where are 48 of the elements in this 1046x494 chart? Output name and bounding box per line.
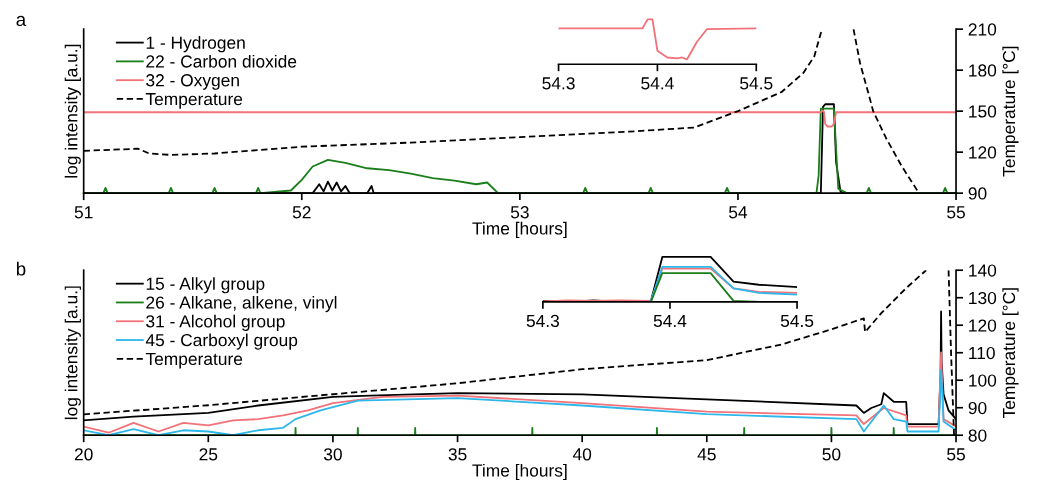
legend-label: 26 - Alkane, alkene, vinyl [146, 295, 337, 313]
y2-tick-label: 90 [968, 401, 987, 415]
legend-label: 32 - Oxygen [146, 74, 239, 90]
y2-axis-title: Temperature [°C] [1002, 288, 1019, 419]
y2-tick-label: 80 [968, 429, 987, 442]
x-tick-label: 50 [822, 448, 841, 461]
x-tick-label: 30 [323, 448, 342, 461]
x-tick-label: 20 [74, 448, 93, 461]
text: a [16, 15, 27, 27]
y2-tick-label: 100 [969, 374, 997, 387]
y2-tick-label: 180 [969, 64, 997, 77]
text: Temperature [145, 93, 243, 109]
x-tick-label: 40 [572, 448, 592, 461]
y2-tick-label: 120 [969, 319, 997, 332]
x-tick-label: 54.5 [740, 77, 773, 90]
legend-label: 31 - Alcohol group [146, 314, 285, 331]
x-tick-label: 52 [292, 206, 311, 219]
x-tick-label: 55 [947, 206, 965, 219]
y-axis-title: log intensity [a.u.] [64, 44, 81, 178]
text: b [16, 261, 26, 276]
x-tick-label: 54 [728, 206, 748, 219]
y2-tick-label: 120 [969, 146, 997, 159]
y2-tick-label: 210 [968, 23, 997, 36]
y2-tick-label: 150 [969, 105, 997, 118]
y2-tick-label: 110 [969, 346, 995, 360]
x-tick-label: 51 [74, 206, 93, 219]
legend-label: 45 - Carboxyl group [145, 333, 298, 350]
x-axis-title: Time [hours] [472, 221, 567, 239]
x-tick-label: 54.3 [526, 314, 560, 328]
x-axis-title: Time [hours] [472, 463, 567, 481]
series-label: Temperature [145, 352, 243, 369]
x-tick-label: 45 [697, 448, 716, 461]
y-axis-title: log intensity [a.u.] [64, 286, 81, 420]
y2-tick-label: 90 [968, 187, 987, 200]
x-tick-label: 55 [947, 448, 965, 461]
y2-tick-label: 140 [969, 264, 997, 277]
x-tick-label: 25 [199, 448, 218, 461]
x-tick-label: 54.4 [641, 77, 674, 90]
x-tick-label: 54.5 [780, 314, 814, 328]
legend-label: 15 - Alkyl group [146, 277, 265, 294]
legend-label: 1 - Hydrogen [146, 36, 245, 53]
x-tick-label: 53 [510, 206, 529, 219]
y2-tick-label: 130 [969, 291, 997, 305]
x-tick-label: 54.4 [653, 314, 687, 328]
legend-label: 22 - Carbon dioxide [146, 54, 297, 68]
y2-axis-title: Temperature [°C] [1002, 46, 1019, 177]
x-tick-label: 35 [448, 448, 467, 461]
x-tick-label: 54.3 [542, 77, 575, 90]
